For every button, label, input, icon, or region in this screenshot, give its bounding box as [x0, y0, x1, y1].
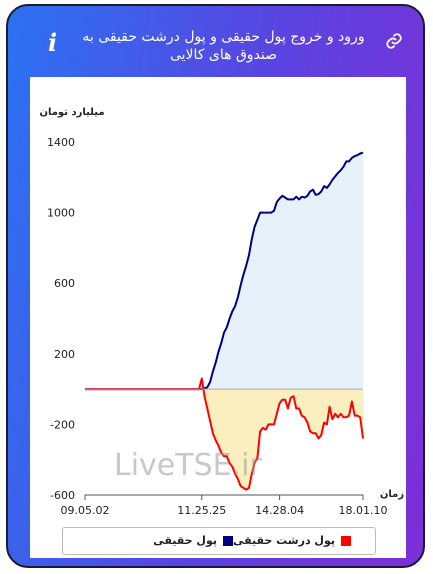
y-axis-title: میلیارد تومان	[39, 107, 104, 118]
series-area-0	[85, 152, 363, 390]
chart-title: ورود و خروج پول حقیقی و پول درشت حقیقی ب…	[82, 29, 365, 63]
chart-card: i ورود و خروج پول حقیقی و پول درشت حقیقی…	[6, 4, 425, 568]
y-tick-label: -600	[50, 489, 75, 502]
y-tick-label: 200	[54, 348, 75, 361]
card-header: i ورود و خروج پول حقیقی و پول درشت حقیقی…	[8, 6, 423, 76]
legend-swatch-real-money	[223, 535, 233, 546]
y-tick-label: 600	[54, 277, 75, 290]
y-tick-label: 1400	[47, 136, 75, 149]
y-tick-label: -200	[50, 418, 75, 431]
chart-svg: میلیارد تومان زمان 1400 1000 600 200 -200 -60…	[39, 107, 404, 517]
series-area-1	[85, 378, 363, 490]
chart-legend: پول حقیقی پول درشت حقیقی	[62, 527, 376, 555]
x-axis-title: زمان	[380, 489, 404, 500]
x-tick-label: 09.05.02	[61, 504, 110, 517]
y-tick-label: 1000	[47, 207, 75, 220]
info-icon[interactable]: i	[48, 28, 58, 57]
chart-panel: میلیارد تومان زمان 1400 1000 600 200 -200 -60…	[30, 77, 406, 558]
x-tick-label: 18.01.10	[339, 504, 388, 517]
x-tick-label: 14.28.04	[255, 504, 304, 517]
watermark: LiveTSE.ir	[114, 448, 262, 483]
legend-item-real-money[interactable]: پول حقیقی	[153, 534, 233, 547]
x-tick-label: 11.25.25	[177, 504, 226, 517]
legend-label-real-money: پول حقیقی	[153, 534, 217, 547]
legend-swatch-large-real-money	[341, 535, 351, 546]
legend-label-large-real-money: پول درشت حقیقی	[232, 534, 335, 547]
link-icon[interactable]	[385, 32, 403, 50]
legend-item-large-real-money[interactable]: پول درشت حقیقی	[233, 534, 351, 547]
